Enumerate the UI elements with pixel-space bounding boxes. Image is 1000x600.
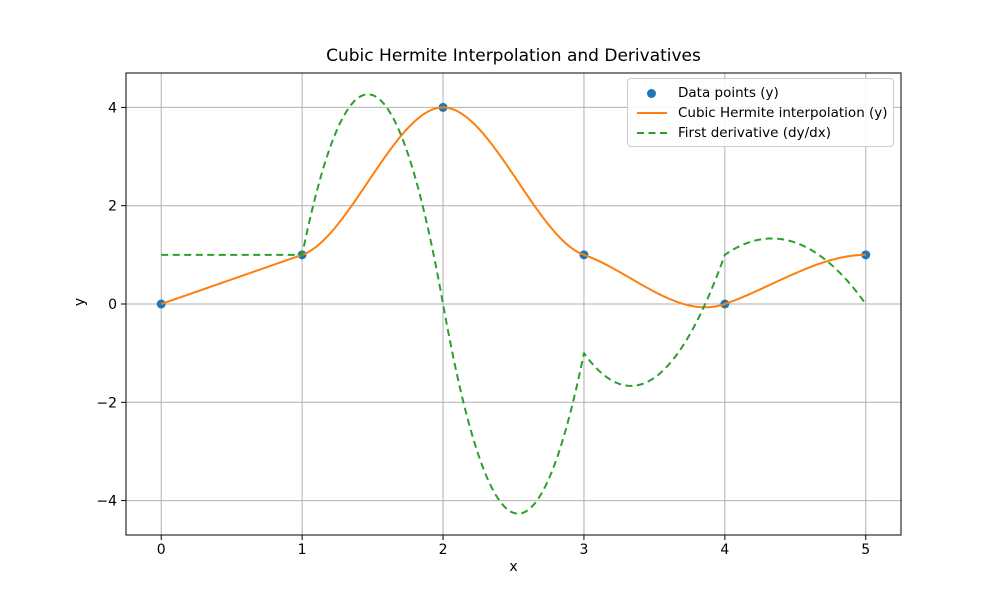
x-tick-label: 2 [439, 542, 448, 558]
legend-item-interpolation: Cubic Hermite interpolation (y) [634, 103, 888, 123]
y-tick-label: −2 [96, 395, 117, 411]
scatter-marker-icon [637, 88, 667, 98]
legend: Data points (y) Cubic Hermite interpolat… [627, 78, 894, 147]
x-tick-label: 3 [579, 542, 588, 558]
y-tick-label: 4 [108, 100, 117, 116]
derivative-curve [161, 93, 867, 515]
x-tick-label: 0 [157, 542, 166, 558]
legend-item-derivative: First derivative (dy/dx) [634, 123, 887, 143]
x-tick-label: 4 [720, 542, 729, 558]
interpolation-curve [160, 106, 866, 309]
data-point [156, 299, 166, 309]
y-axis-label: y [72, 297, 89, 307]
legend-label: Cubic Hermite interpolation (y) [678, 105, 888, 121]
legend-item-data-points: Data points (y) [634, 83, 887, 103]
solid-line-icon [637, 108, 667, 118]
dashed-line-icon [637, 128, 667, 138]
legend-label: Data points (y) [678, 85, 779, 101]
y-tick-label: 2 [108, 199, 117, 215]
data-point [861, 250, 871, 260]
chart-title: Cubic Hermite Interpolation and Derivati… [326, 46, 701, 66]
legend-label: First derivative (dy/dx) [678, 125, 831, 141]
x-tick-label: 1 [298, 542, 307, 558]
y-tick-label: 0 [108, 297, 117, 313]
y-tick-label: −4 [96, 494, 117, 510]
x-axis-label: x [509, 559, 518, 575]
x-tick-label: 5 [861, 542, 870, 558]
